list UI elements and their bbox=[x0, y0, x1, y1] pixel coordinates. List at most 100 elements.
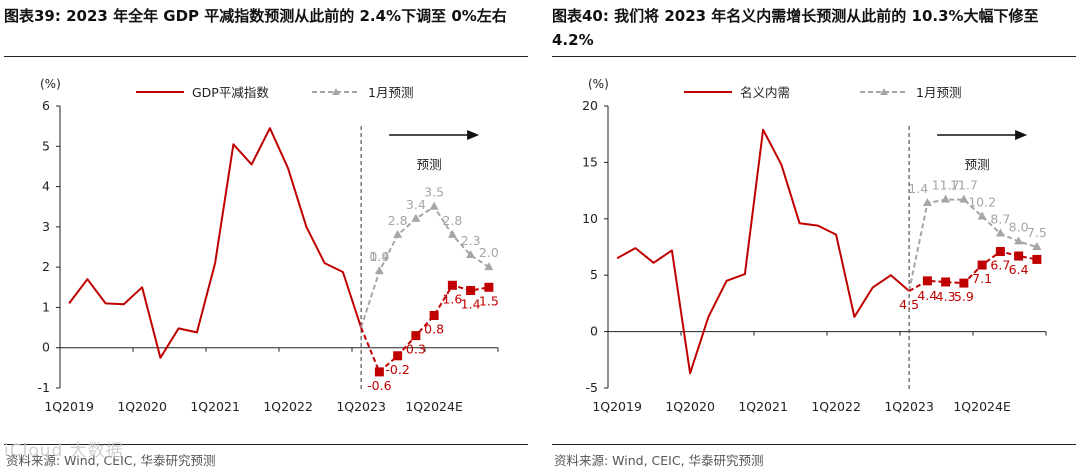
series-line-solid bbox=[68, 127, 363, 359]
legend-triangle-marker bbox=[880, 88, 888, 95]
data-label: 2.8 bbox=[442, 213, 462, 228]
series-line-gray bbox=[908, 198, 1038, 292]
domestic-demand-line-chart: (%) -5 0 5 10 15 20 1Q2019 1Q2020 1Q2021 1Q2022 1Q2… bbox=[582, 77, 1047, 414]
legend-label: 1月预测 bbox=[368, 85, 413, 100]
unit-label: (%) bbox=[588, 77, 609, 91]
data-point-square bbox=[977, 260, 987, 270]
title-rule bbox=[552, 56, 1076, 57]
data-point-square bbox=[995, 247, 1005, 257]
series-line-solid bbox=[616, 128, 910, 375]
data-point-triangle bbox=[977, 211, 987, 220]
data-label: 0.4 bbox=[369, 249, 389, 264]
data-label: 8.0 bbox=[1009, 219, 1029, 234]
source-rule bbox=[552, 444, 1076, 445]
forecast-arrowhead bbox=[467, 130, 480, 140]
legend-label: 名义内需 bbox=[740, 85, 790, 100]
data-point-triangle bbox=[447, 229, 457, 238]
y-tick-label: -5 bbox=[586, 380, 598, 395]
x-tick-label: 1Q2024E bbox=[953, 399, 1011, 414]
forecast-label: 预测 bbox=[417, 157, 442, 172]
data-label: 1.9 bbox=[369, 249, 389, 264]
x-tick-label: 1Q2022 bbox=[811, 399, 861, 414]
data-point-square bbox=[922, 276, 932, 286]
data-label: 4.4 bbox=[917, 288, 937, 303]
data-point-square bbox=[959, 278, 969, 288]
y-tick-label: 0 bbox=[590, 324, 598, 339]
watermark: iCloud 大数据 bbox=[4, 441, 124, 461]
data-label: 0.8 bbox=[424, 321, 444, 336]
y-tick-label: 1 bbox=[42, 299, 50, 314]
x-tick-label: 1Q2023 bbox=[336, 399, 386, 414]
data-label: 8.7 bbox=[990, 211, 1010, 226]
data-point-square bbox=[411, 331, 421, 341]
source-note: 资料来源: Wind, CEIC, 华泰研究预测 bbox=[6, 453, 216, 468]
data-label: -0.2 bbox=[385, 362, 409, 377]
data-label: 6.7 bbox=[990, 258, 1010, 273]
y-tick-label: 10 bbox=[582, 211, 598, 226]
x-tick-label: 1Q2023 bbox=[884, 399, 934, 414]
x-tick-label: 1Q2022 bbox=[263, 399, 313, 414]
title-rule bbox=[4, 56, 528, 57]
legend-label: 1月预测 bbox=[916, 85, 961, 100]
data-point-triangle bbox=[1014, 236, 1024, 245]
y-tick-label: 15 bbox=[582, 154, 598, 169]
data-point-triangle bbox=[922, 198, 932, 207]
data-label: 0.3 bbox=[406, 342, 426, 357]
data-label: 2.3 bbox=[461, 233, 481, 248]
data-point-triangle bbox=[941, 194, 951, 203]
data-point-triangle bbox=[1032, 242, 1042, 250]
data-label: 11.7 bbox=[950, 178, 978, 193]
x-tick-label: 1Q2020 bbox=[117, 399, 167, 414]
data-label: 1.6 bbox=[442, 291, 462, 306]
y-tick-label: 5 bbox=[42, 138, 50, 153]
chart-title: 图表39: 2023 年全年 GDP 平减指数预测从此前的 2.4%下调至 0%… bbox=[4, 7, 507, 25]
data-label: -0.6 bbox=[367, 378, 391, 393]
data-point-triangle bbox=[484, 262, 494, 271]
x-tick-label: 1Q2020 bbox=[665, 399, 715, 414]
data-label: 1.4 bbox=[908, 181, 928, 196]
data-point-triangle bbox=[411, 213, 421, 222]
data-point-square bbox=[466, 286, 476, 296]
chart-panel-domestic-demand: 图表40: 我们将 2023 年名义内需增长预测从此前的 10.3%大幅下修至 … bbox=[552, 0, 1080, 470]
data-point-square bbox=[1032, 254, 1042, 264]
x-tick-label: 1Q2019 bbox=[44, 399, 94, 414]
data-point-triangle bbox=[429, 201, 439, 210]
data-label: 2.8 bbox=[388, 213, 408, 228]
data-point-square bbox=[374, 367, 384, 377]
data-label: 7.1 bbox=[972, 271, 992, 286]
data-point-square bbox=[447, 280, 457, 290]
unit-label: (%) bbox=[40, 77, 61, 91]
data-label: 11.7 bbox=[932, 178, 960, 193]
data-point-square bbox=[429, 310, 439, 320]
data-label: 7.5 bbox=[1027, 225, 1047, 240]
y-tick-label: 4 bbox=[42, 179, 50, 194]
y-tick-label: 2 bbox=[42, 259, 50, 274]
legend-triangle-marker bbox=[332, 88, 340, 95]
legend-label: GDP平减指数 bbox=[192, 85, 269, 100]
data-label: 1.4 bbox=[461, 297, 481, 312]
data-point-square bbox=[393, 351, 403, 361]
forecast-label: 预测 bbox=[965, 157, 990, 172]
data-point-square bbox=[1014, 251, 1024, 261]
data-point-triangle bbox=[995, 228, 1005, 237]
data-label: 1.5 bbox=[479, 293, 499, 308]
source-rule bbox=[4, 444, 528, 445]
data-label: 6.4 bbox=[1009, 262, 1029, 277]
data-label: 5.9 bbox=[954, 289, 974, 304]
data-point-triangle bbox=[959, 194, 969, 203]
forecast-arrowhead bbox=[1015, 130, 1028, 140]
series-line-gray bbox=[360, 205, 490, 328]
gdp-deflator-line-chart: (%) -1 0 1 2 3 4 5 6 1Q2019 1Q2020 1Q2021 1Q2022 1Q20… bbox=[38, 77, 499, 414]
source-note: 资料来源: Wind, CEIC, 华泰研究预测 bbox=[554, 453, 764, 468]
y-tick-label: 20 bbox=[582, 98, 598, 113]
x-tick-label: 1Q2021 bbox=[738, 399, 788, 414]
chart-panel-gdp-deflator: 图表39: 2023 年全年 GDP 平减指数预测从此前的 2.4%下调至 0%… bbox=[4, 0, 532, 470]
data-label: 10.2 bbox=[968, 195, 996, 210]
data-label: 3.5 bbox=[424, 185, 444, 200]
data-point-triangle bbox=[466, 250, 476, 259]
data-label: 4.5 bbox=[899, 297, 919, 312]
chart-title: 图表40: 我们将 2023 年名义内需增长预测从此前的 10.3%大幅下修至 … bbox=[552, 7, 1039, 49]
data-point-square bbox=[484, 282, 494, 292]
data-label: 3.4 bbox=[406, 197, 426, 212]
x-tick-label: 1Q2021 bbox=[190, 399, 240, 414]
